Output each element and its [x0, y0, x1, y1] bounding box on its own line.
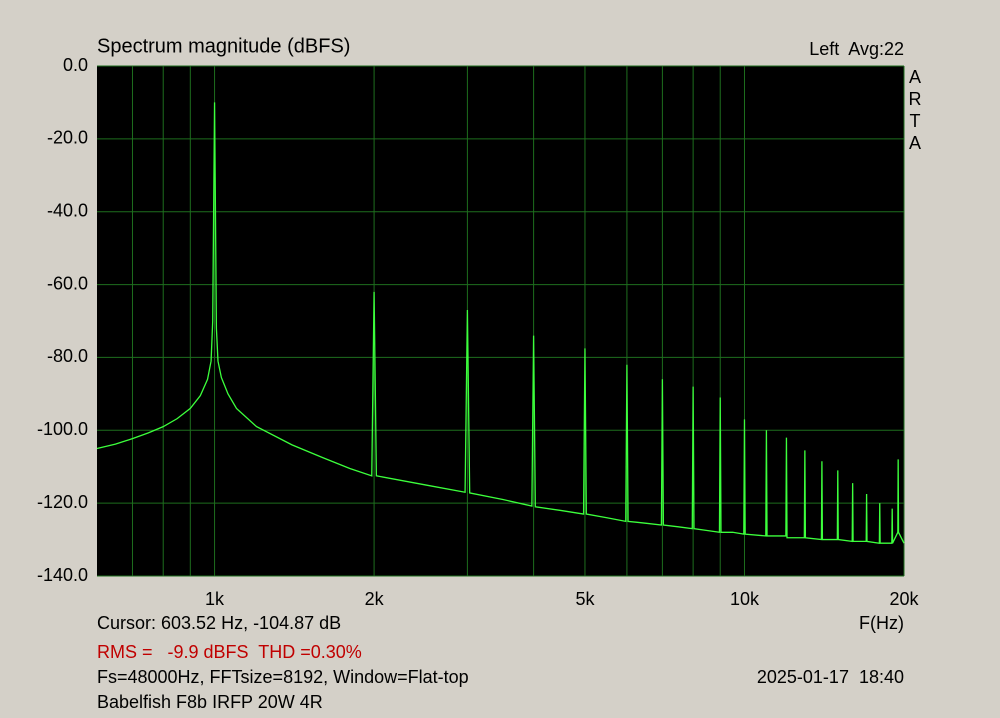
y-tick-label: -40.0 — [47, 200, 88, 220]
x-tick-label: 5k — [575, 589, 595, 609]
y-tick-label: -20.0 — [47, 128, 88, 148]
timestamp: 2025-01-17 18:40 — [757, 667, 904, 687]
x-tick-label: 2k — [365, 589, 385, 609]
settings: Fs=48000Hz, FFTsize=8192, Window=Flat-to… — [97, 667, 469, 687]
rms-thd: RMS = -9.9 dBFS THD =0.30% — [97, 642, 362, 662]
brand-letter: A — [909, 133, 921, 153]
spectrum-line — [96, 102, 905, 544]
y-tick-label: -100.0 — [37, 419, 88, 439]
x-axis-label: F(Hz) — [859, 613, 904, 633]
channel-label: Left Avg:22 — [809, 39, 904, 59]
y-tick-label: 0.0 — [63, 55, 88, 75]
plot-area — [97, 66, 904, 576]
chart-title: Spectrum magnitude (dBFS) — [97, 35, 350, 57]
x-tick-label: 1k — [205, 589, 225, 609]
cursor-readout: Cursor: 603.52 Hz, -104.87 dB — [97, 613, 341, 633]
device-name: Babelfish F8b IRFP 20W 4R — [97, 692, 323, 712]
brand-letter: R — [909, 89, 922, 109]
x-tick-label: 20k — [889, 589, 919, 609]
brand-letter: T — [910, 111, 921, 131]
y-tick-label: -80.0 — [47, 346, 88, 366]
y-tick-label: -120.0 — [37, 492, 88, 512]
y-tick-label: -60.0 — [47, 273, 88, 293]
brand-letter: A — [909, 67, 921, 87]
y-tick-label: -140.0 — [37, 565, 88, 585]
x-tick-label: 10k — [730, 589, 760, 609]
